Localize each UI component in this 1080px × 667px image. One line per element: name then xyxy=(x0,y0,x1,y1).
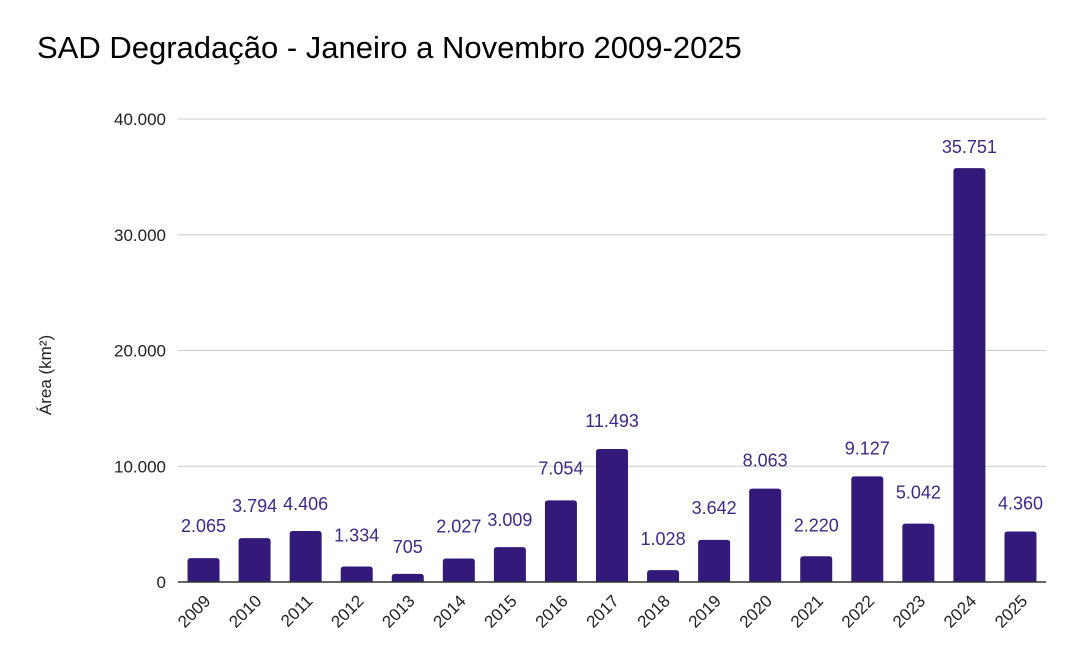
data-label-2025: 4.360 xyxy=(998,494,1043,514)
data-label-2010: 3.794 xyxy=(232,496,277,516)
data-label-2017: 11.493 xyxy=(585,411,639,431)
bar-2023 xyxy=(902,523,935,582)
data-label-2019: 3.642 xyxy=(692,498,737,518)
data-labels: 2.065 3.794 4.406 1.334 705 2.027 3.009 7.054 11… xyxy=(181,137,1043,557)
x-tick-label: 2013 xyxy=(378,591,418,631)
bar-2022 xyxy=(851,476,884,582)
bar-2009 xyxy=(187,558,220,582)
bar-2011 xyxy=(289,531,322,582)
data-label-2020: 8.063 xyxy=(743,451,788,471)
data-label-2009: 2.065 xyxy=(181,516,226,536)
bar-2020 xyxy=(749,488,782,582)
x-tick-label: 2012 xyxy=(327,591,367,631)
x-tick-label: 2024 xyxy=(940,591,980,631)
x-tick-label: 2020 xyxy=(736,591,776,631)
bar-2019 xyxy=(698,539,731,582)
data-label-2014: 2.027 xyxy=(436,517,481,537)
data-label-2021: 2.220 xyxy=(794,515,839,535)
data-label-2015: 3.009 xyxy=(487,510,532,530)
gridlines xyxy=(178,118,1046,467)
bar-2012 xyxy=(340,566,373,582)
y-axis-label: Área (km²) xyxy=(36,335,55,415)
x-tick-label: 2010 xyxy=(225,591,265,631)
data-label-2018: 1.028 xyxy=(641,529,686,549)
x-tick-label: 2021 xyxy=(787,591,827,631)
y-axis-ticks: 0 10.000 20.000 30.000 40.000 xyxy=(114,110,166,592)
bar-2018 xyxy=(647,570,680,582)
x-tick-label: 2015 xyxy=(481,591,521,631)
x-tick-label: 2019 xyxy=(685,591,725,631)
x-tick-label: 2016 xyxy=(532,591,572,631)
bar-2016 xyxy=(544,500,577,582)
data-label-2011: 4.406 xyxy=(283,494,328,514)
x-tick-label: 2014 xyxy=(429,591,469,631)
x-tick-label: 2009 xyxy=(174,591,214,631)
chart-title: SAD Degradação - Janeiro a Novembro 2009… xyxy=(37,30,742,65)
x-tick-label: 2023 xyxy=(889,591,929,631)
y-tick-label: 40.000 xyxy=(114,110,166,129)
data-label-2016: 7.054 xyxy=(538,458,583,478)
x-tick-label: 2022 xyxy=(838,591,878,631)
y-tick-label: 30.000 xyxy=(114,226,166,245)
bar-2015 xyxy=(493,547,526,582)
data-label-2022: 9.127 xyxy=(845,438,890,458)
y-tick-label: 20.000 xyxy=(114,342,166,361)
x-tick-label: 2018 xyxy=(634,591,674,631)
bar-2017 xyxy=(596,448,628,582)
bars xyxy=(187,168,1037,582)
y-tick-label: 10.000 xyxy=(114,457,166,476)
x-tick-label: 2017 xyxy=(583,591,623,631)
data-label-2023: 5.042 xyxy=(896,483,941,503)
bar-2024 xyxy=(953,168,986,582)
data-label-2013: 705 xyxy=(393,537,423,557)
data-label-2024: 35.751 xyxy=(942,137,997,157)
bar-2010 xyxy=(238,538,271,582)
bar-2013 xyxy=(391,573,424,582)
data-label-2012: 1.334 xyxy=(334,526,379,546)
bar-2025 xyxy=(1004,531,1037,582)
x-tick-label: 2011 xyxy=(277,591,316,630)
x-axis-ticks: 2009 2010 2011 2012 2013 2014 2015 2016 2017 2018… xyxy=(174,591,1031,631)
y-tick-label: 0 xyxy=(157,573,166,592)
bar-2014 xyxy=(442,558,475,582)
bar-2021 xyxy=(800,556,833,582)
x-tick-label: 2025 xyxy=(991,591,1031,631)
